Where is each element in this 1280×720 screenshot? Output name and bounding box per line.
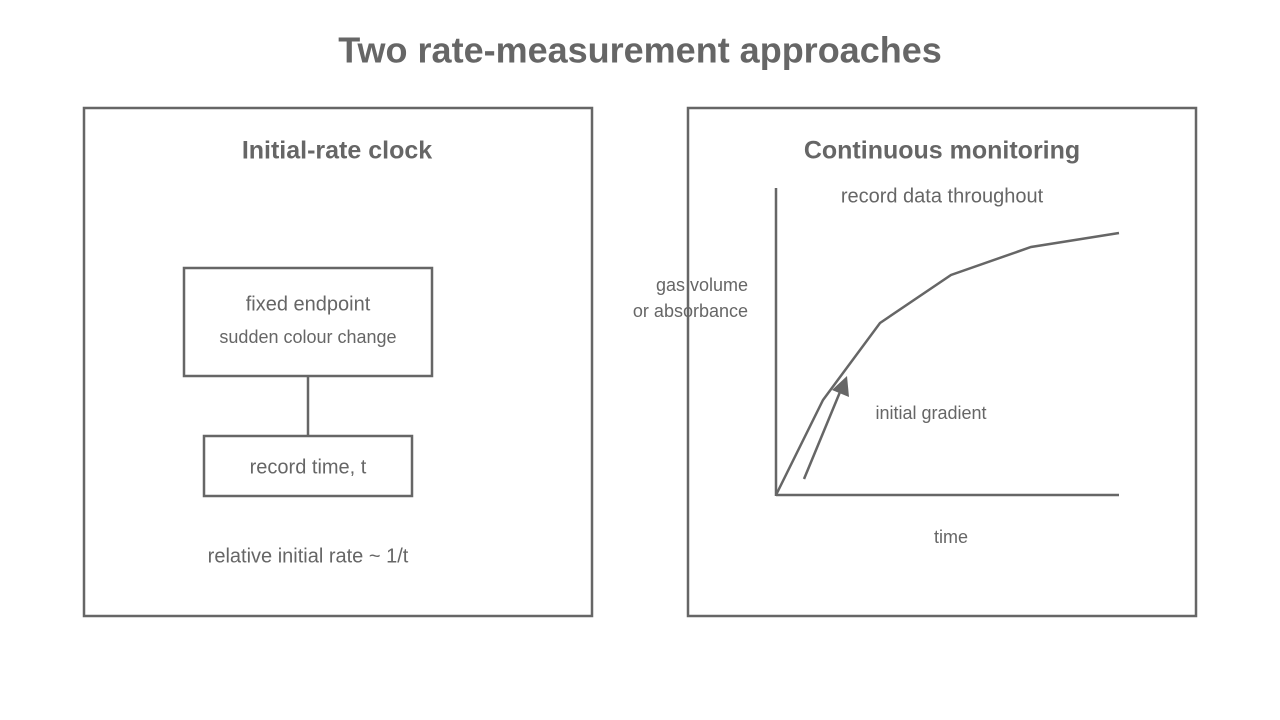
box [182, 266, 434, 378]
annotation: initial gradient [875, 403, 986, 423]
note: relative initial rate ~ 1/t [208, 545, 409, 567]
gradient-arrow [802, 391, 842, 480]
panel-title: Continuous monitoring [804, 137, 1080, 165]
box-label: fixed endpoint [246, 293, 371, 315]
y-label: gas volume [656, 275, 748, 295]
curve [774, 231, 1120, 496]
panel-frame [686, 106, 1198, 618]
arrow-head [832, 376, 849, 397]
box [202, 434, 414, 498]
panel-frame [82, 106, 594, 618]
graph-caption: record data throughout [841, 185, 1044, 207]
y-label: or absorbance [633, 301, 748, 321]
page-title: Two rate-measurement approaches [338, 30, 942, 71]
x-label: time [934, 527, 968, 547]
box-sublabel: sudden colour change [219, 327, 396, 347]
panel-title: Initial-rate clock [242, 137, 432, 165]
box-label: record time, t [250, 456, 367, 478]
